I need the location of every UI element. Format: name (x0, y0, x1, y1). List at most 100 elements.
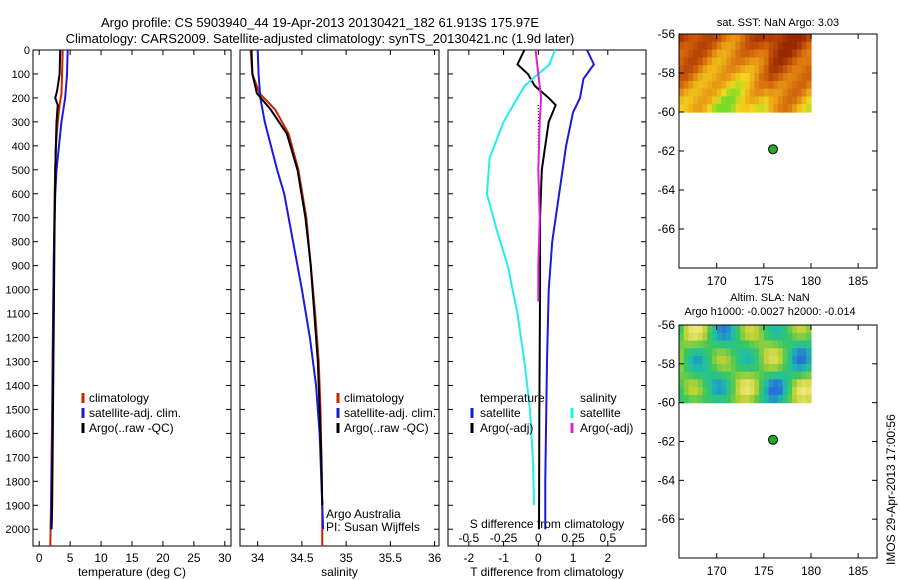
sst_map-cell (712, 57, 718, 66)
sst_map-cell (754, 34, 760, 43)
sst_map-cell (759, 96, 765, 105)
temperature-ytick-label: 1400 (6, 380, 30, 392)
sla_map-cell (683, 340, 690, 349)
sst_map-cell (702, 65, 708, 74)
sst_map-cell (679, 80, 685, 90)
sst_map-cell (693, 88, 699, 97)
sla_map-cell (792, 325, 798, 334)
temperature-frame (32, 49, 232, 547)
sst_map-cell (806, 65, 812, 74)
sla_map-cell (721, 363, 727, 373)
sla_map-cell (773, 387, 779, 396)
sla_map-cell (778, 356, 784, 365)
sla_map-cell (796, 356, 803, 365)
sst_map-cell (806, 73, 812, 82)
sst_map-cell (792, 104, 798, 113)
sla_map-cell (782, 332, 789, 342)
salinity-series-climatology (249, 49, 324, 546)
sla_map-cell (740, 363, 746, 373)
sst_map-cell (768, 73, 774, 82)
sla_map-cell (782, 394, 789, 404)
sst_map-cell (707, 96, 713, 105)
temperature-legend-label: satellite-adj. clim. (89, 406, 181, 420)
sst_map-cell (688, 104, 694, 113)
sst_map-cell (768, 49, 774, 58)
difference-legend-title-temperature: temperature (480, 391, 545, 405)
temperature-ytick-label: 1700 (6, 452, 30, 464)
sla_map-cell (796, 387, 803, 396)
sla_map-cell (721, 348, 727, 357)
sst_map-cell (749, 104, 756, 113)
sst_map-cell (688, 88, 694, 97)
sst_map-cell (712, 88, 718, 97)
salinity-series-argo-raw-qc- (250, 49, 324, 506)
sst_map-cell (801, 73, 807, 82)
sla_map-cell (806, 348, 812, 357)
sst_map-cell (721, 57, 727, 66)
sst_map-cell (787, 88, 793, 97)
sla_map-cell (721, 340, 727, 349)
sst_map-cell (679, 41, 685, 51)
sla_map-cell (749, 332, 756, 342)
sst_map-cell (763, 73, 770, 82)
sst_map-ytick-label: -62 (658, 144, 676, 158)
sst_map-cell (683, 57, 690, 66)
sst_map-cell (773, 96, 779, 105)
sst_map-cell (683, 65, 690, 74)
temperature-ytick-label: 0 (24, 45, 30, 57)
sst_map-cell (697, 41, 704, 51)
sla_map-cell (801, 363, 807, 373)
sst_map-cell (735, 96, 741, 105)
sst_map-cell (707, 73, 713, 82)
sla_map-cell (688, 332, 694, 342)
sst_map-cell (702, 73, 708, 82)
sst_map-cell (712, 49, 718, 58)
sst_map-cell (754, 80, 760, 90)
sla_map-cell (754, 332, 760, 342)
sla_map-ytick-label: -64 (658, 473, 676, 487)
sst_map-cell (759, 57, 765, 66)
sst_map-cell (763, 34, 770, 43)
sla_map-cell (702, 340, 708, 349)
sst_map-cell (697, 34, 704, 43)
sst_map-cell (801, 34, 807, 43)
difference-s-tick-label: -0.25 (490, 531, 518, 545)
sst_map-cell (688, 34, 694, 43)
sst_map-cell (745, 96, 751, 105)
sla_map-cell (773, 340, 779, 349)
sla_map-cell (773, 371, 779, 380)
sla_map-cell (697, 356, 704, 365)
sla_map-cell (740, 348, 746, 357)
sla_map-cell (792, 371, 798, 380)
sst_map-cell (707, 41, 713, 51)
sla_map-cell (778, 379, 784, 388)
sla_map-cell (693, 356, 699, 365)
sst_map-cell (730, 41, 737, 51)
sst_map-cell (759, 65, 765, 74)
sla_map-cell (730, 371, 737, 380)
sla_map-cell (792, 332, 798, 342)
sla_map-cell (730, 348, 737, 357)
sst_map-cell (730, 57, 737, 66)
sst_map-cell (702, 80, 708, 90)
sla_map-cell (726, 348, 732, 357)
sla_map-cell (716, 340, 723, 349)
sst_map-cell (778, 80, 784, 90)
sst_map-cell (721, 96, 727, 105)
sla_map-cell (778, 348, 784, 357)
sla_map-cell (796, 379, 803, 388)
sla_map-cell (730, 340, 737, 349)
sla_map-cell (773, 379, 779, 388)
sst_map-cell (787, 73, 793, 82)
sst_map-cell (796, 104, 803, 113)
sla_map-cell (801, 394, 807, 404)
sst_map-cell (778, 57, 784, 66)
difference-xlabel: T difference from climatology (470, 565, 624, 579)
sla_map-cell (796, 325, 803, 334)
sst_map-cell (749, 88, 756, 97)
sst_map-cell (782, 65, 789, 74)
sst_map-cell (745, 57, 751, 66)
sla_map-cell (787, 340, 793, 349)
sla_map-cell (712, 325, 718, 334)
